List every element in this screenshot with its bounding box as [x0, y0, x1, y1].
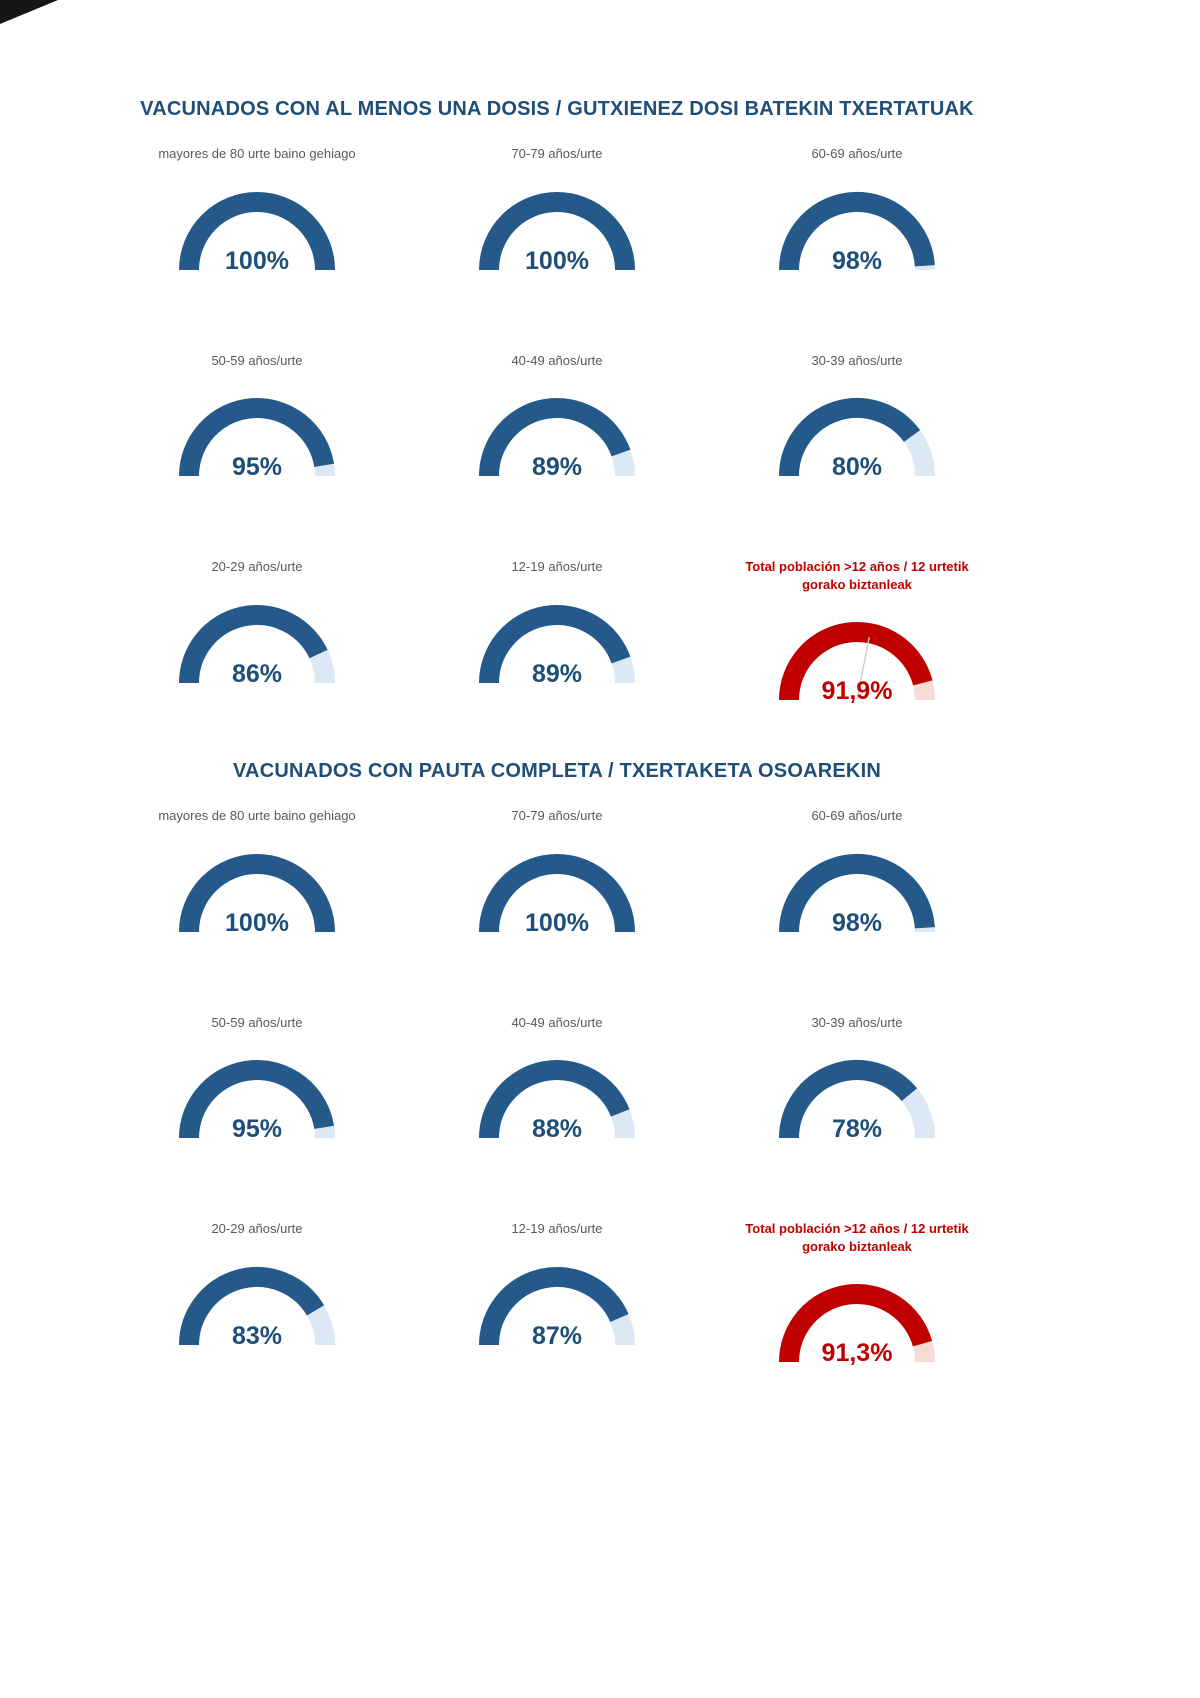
gauge-arc: [162, 1039, 352, 1149]
gauge-arc: [162, 171, 352, 281]
gauge-value: 91,3%: [821, 1339, 893, 1368]
gauge-label: 12-19 años/urte: [511, 1221, 603, 1237]
gauge-cell-30-39: 30-39 años/urte 78%: [707, 1014, 1007, 1145]
gauge-value: 100%: [525, 246, 589, 275]
section-one-dose: VACUNADOS CON AL MENOS UNA DOSIS / GUTXI…: [107, 98, 1007, 706]
gauge-cell-total: Total población >12 años / 12 urtetik go…: [707, 558, 1007, 706]
gauge-value: 91,9%: [821, 677, 893, 706]
gauge-cell-60-69: 60-69 años/urte 98%: [707, 807, 1007, 938]
gauge-arc: [762, 1039, 952, 1149]
gauge-label: 30-39 años/urte: [811, 352, 903, 368]
gauge-arc: [162, 833, 352, 943]
gauge-cell-20-29: 20-29 años/urte 86%: [107, 558, 407, 706]
gauge-label: mayores de 80 urte baino gehiago: [158, 808, 356, 824]
gauge-arc: [462, 377, 652, 487]
gauge-value: 83%: [231, 1321, 283, 1350]
gauge-value: 100%: [525, 908, 589, 937]
gauge-label: 12-19 años/urte: [511, 559, 603, 575]
gauge-value: 98%: [831, 246, 883, 275]
gauge-cell-12-19: 12-19 años/urte 87%: [407, 1220, 707, 1368]
gauge-value: 78%: [831, 1115, 883, 1144]
gauge-cell-80plus: mayores de 80 urte baino gehiago 100%: [107, 807, 407, 938]
gauge-label: 30-39 años/urte: [811, 1014, 903, 1030]
gauge-cell-70-79: 70-79 años/urte 100%: [407, 807, 707, 938]
gauge-cell-40-49: 40-49 años/urte 88%: [407, 1014, 707, 1145]
gauge-cell-60-69: 60-69 años/urte 98%: [707, 145, 1007, 276]
gauge-arc: [762, 1263, 952, 1373]
gauge-arc: [462, 1246, 652, 1356]
gauge-label: 50-59 años/urte: [211, 352, 303, 368]
gauge-label: Total población >12 años / 12 urtetik go…: [745, 1221, 969, 1254]
gauge-grid: mayores de 80 urte baino gehiago 100% 70…: [107, 807, 1007, 1368]
gauge-arc: [762, 601, 952, 711]
gauge-value: 88%: [531, 1115, 583, 1144]
gauge-arc: [462, 171, 652, 281]
gauge-cell-20-29: 20-29 años/urte 83%: [107, 1220, 407, 1368]
gauge-cell-50-59: 50-59 años/urte 95%: [107, 352, 407, 483]
gauge-arc: [162, 377, 352, 487]
gauge-arc: [762, 377, 952, 487]
gauge-cell-70-79: 70-79 años/urte 100%: [407, 145, 707, 276]
gauge-label: 60-69 años/urte: [811, 808, 903, 824]
gauge-label: 70-79 años/urte: [511, 808, 603, 824]
gauge-value: 89%: [531, 659, 583, 688]
gauge-cell-total: Total población >12 años / 12 urtetik go…: [707, 1220, 1007, 1368]
gauge-cell-80plus: mayores de 80 urte baino gehiago 100%: [107, 145, 407, 276]
gauge-label: 20-29 años/urte: [211, 1221, 303, 1237]
gauge-value: 95%: [231, 453, 283, 482]
gauge-arc: [162, 584, 352, 694]
gauge-cell-30-39: 30-39 años/urte 80%: [707, 352, 1007, 483]
gauge-value: 100%: [225, 246, 289, 275]
gauge-label: 60-69 años/urte: [811, 146, 903, 161]
gauge-cell-12-19: 12-19 años/urte 89%: [407, 558, 707, 706]
gauge-label: 50-59 años/urte: [211, 1014, 303, 1030]
gauge-value: 89%: [531, 453, 583, 482]
gauge-cell-50-59: 50-59 años/urte 95%: [107, 1014, 407, 1145]
gauge-arc: [762, 833, 952, 943]
gauge-arc: [162, 1246, 352, 1356]
gauge-grid: mayores de 80 urte baino gehiago 100% 70…: [107, 145, 1007, 706]
section-full-schedule: VACUNADOS CON PAUTA COMPLETA / TXERTAKET…: [107, 760, 1007, 1368]
gauge-cell-40-49: 40-49 años/urte 89%: [407, 352, 707, 483]
vaccination-dashboard: VACUNADOS CON AL MENOS UNA DOSIS / GUTXI…: [107, 0, 1007, 1368]
gauge-arc: [462, 1039, 652, 1149]
gauge-label: 20-29 años/urte: [211, 559, 303, 575]
gauge-value: 87%: [531, 1321, 583, 1350]
section-title: VACUNADOS CON AL MENOS UNA DOSIS / GUTXI…: [140, 98, 974, 120]
gauge-arc: [462, 833, 652, 943]
gauge-arc: [762, 171, 952, 281]
gauge-value: 100%: [225, 908, 289, 937]
gauge-value: 86%: [231, 659, 283, 688]
gauge-label: 40-49 años/urte: [511, 1014, 603, 1030]
gauge-label: mayores de 80 urte baino gehiago: [158, 146, 356, 161]
page-corner-artifact: [0, 0, 58, 24]
gauge-label: Total población >12 años / 12 urtetik go…: [745, 559, 969, 592]
gauge-value: 95%: [231, 1115, 283, 1144]
gauge-label: 70-79 años/urte: [511, 146, 603, 161]
gauge-value: 98%: [831, 908, 883, 937]
section-title: VACUNADOS CON PAUTA COMPLETA / TXERTAKET…: [233, 760, 881, 783]
gauge-arc: [462, 584, 652, 694]
gauge-label: 40-49 años/urte: [511, 352, 603, 368]
gauge-value: 80%: [831, 453, 883, 482]
